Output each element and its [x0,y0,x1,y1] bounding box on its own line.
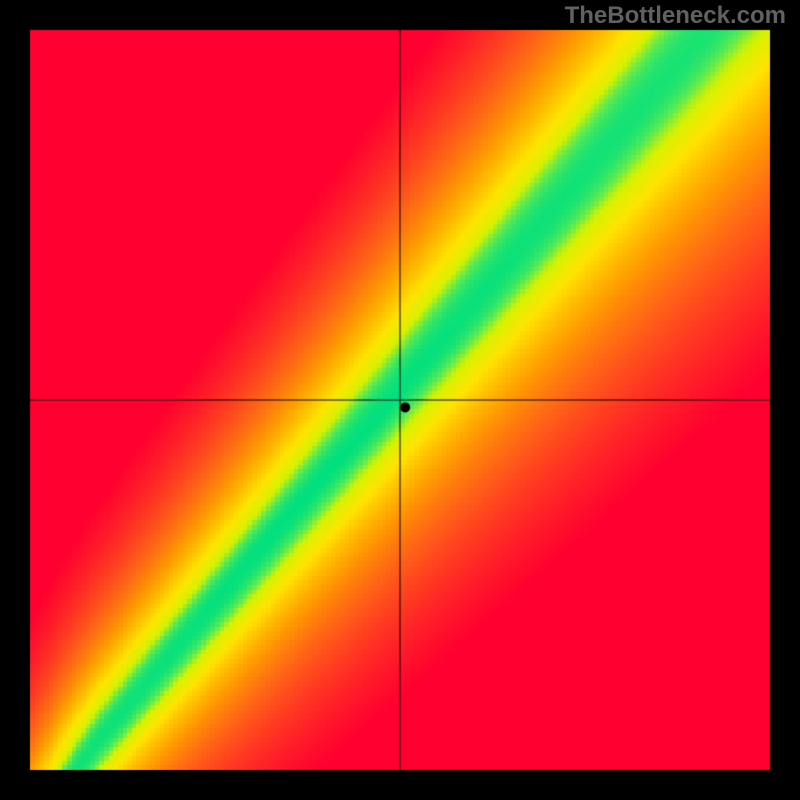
watermark-text: TheBottleneck.com [565,2,786,30]
bottleneck-heatmap [0,0,800,800]
